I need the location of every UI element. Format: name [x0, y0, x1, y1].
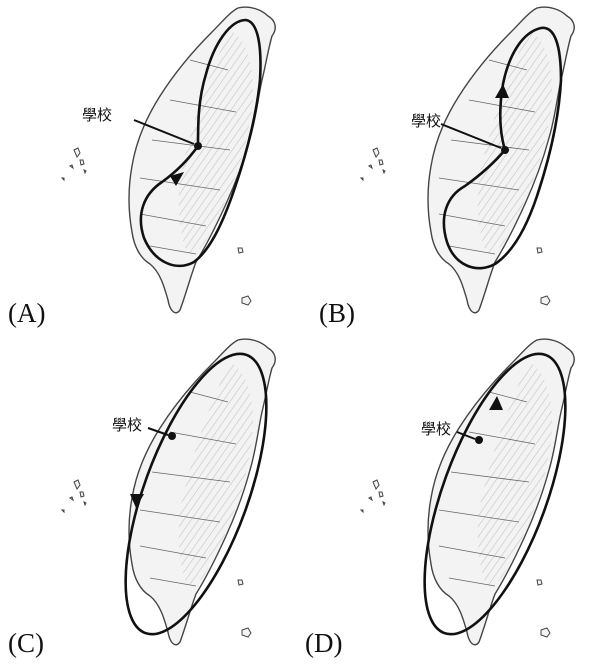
school-marker [194, 142, 202, 150]
direction-arrow [170, 172, 184, 186]
school-marker [475, 436, 483, 444]
school-leader-line [456, 431, 476, 440]
option-label[interactable]: (C) [8, 628, 44, 658]
direction-arrow [489, 396, 503, 410]
option-label[interactable]: (B) [319, 298, 355, 328]
school-label: 學校 [82, 106, 112, 124]
penghu-islands [60, 479, 87, 514]
school-leader-line [133, 119, 195, 145]
option-d-panel[interactable]: 學校 (D) [299, 332, 598, 664]
school-marker [168, 432, 176, 440]
route-path [124, 352, 268, 636]
taiwan-map-d: 學校 [359, 338, 575, 646]
option-a-panel[interactable]: 學校 (A) [0, 0, 299, 332]
direction-arrow [495, 84, 509, 98]
school-leader-line [147, 427, 169, 436]
school-label: 學校 [421, 420, 451, 438]
school-marker [501, 146, 509, 154]
option-b-panel[interactable]: 學校 (B) [299, 0, 598, 332]
orchid-island [241, 627, 252, 638]
option-label[interactable]: (A) [8, 298, 46, 328]
taiwan-map-b: 學校 [359, 6, 575, 314]
orchid-island [241, 295, 252, 306]
green-island [237, 247, 244, 254]
route-path [442, 26, 563, 270]
school-label: 學校 [112, 416, 142, 434]
orchid-island [540, 627, 551, 638]
taiwan-map-a: 學校 [60, 6, 276, 314]
school-leader-line [440, 123, 502, 149]
option-c-panel[interactable]: 學校 (C) [0, 332, 299, 664]
penghu-islands [359, 147, 386, 182]
route-path [139, 18, 262, 268]
route-path [423, 352, 567, 636]
option-label[interactable]: (D) [305, 628, 343, 658]
green-island [536, 579, 543, 586]
direction-arrow [130, 494, 144, 508]
school-label: 學校 [411, 112, 441, 130]
penghu-islands [359, 479, 386, 514]
penghu-islands [60, 147, 87, 182]
green-island [536, 247, 543, 254]
green-island [237, 579, 244, 586]
taiwan-map-c: 學校 [60, 338, 276, 646]
orchid-island [540, 295, 551, 306]
